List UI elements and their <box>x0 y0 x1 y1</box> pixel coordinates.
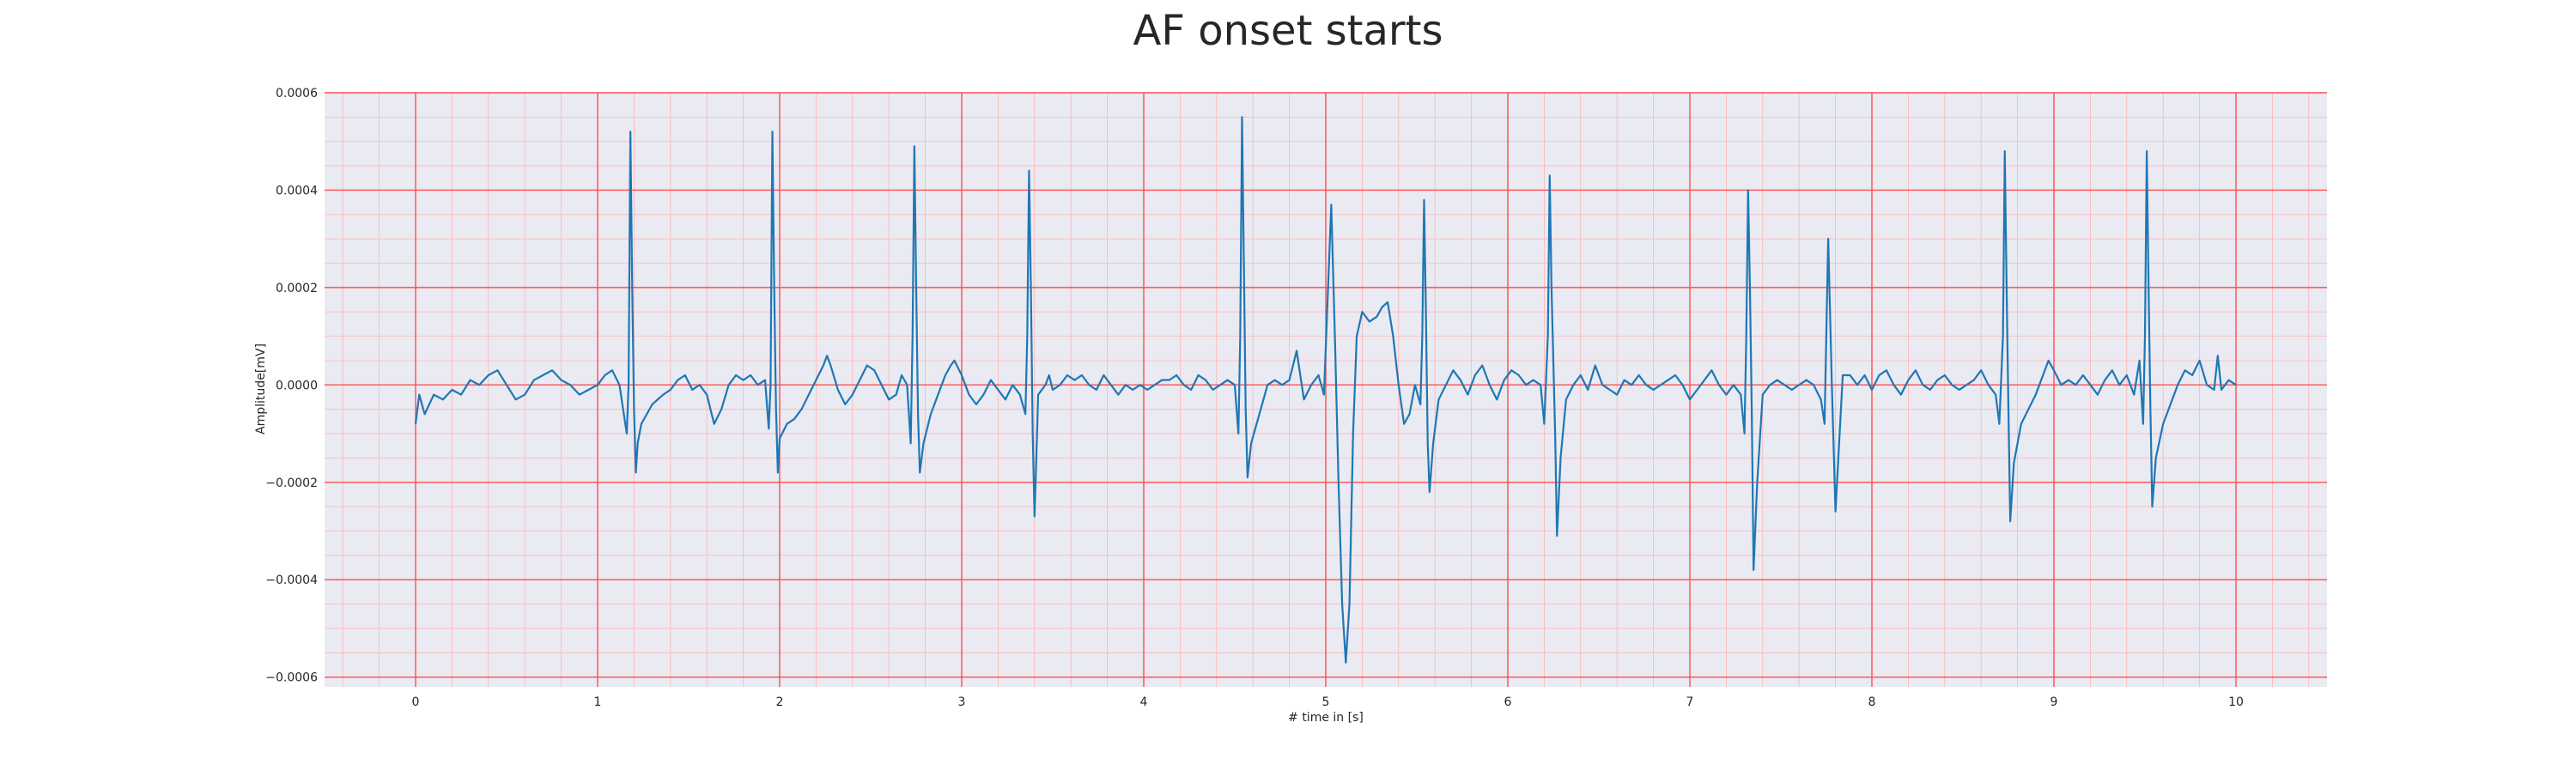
x-tick-label: 8 <box>1868 695 1876 709</box>
x-axis-label: # time in [s] <box>1288 711 1364 725</box>
x-tick-label: 4 <box>1140 695 1148 709</box>
x-tick-label: 9 <box>2050 695 2058 709</box>
x-tick-label: 6 <box>1504 695 1512 709</box>
chart-title: AF onset starts <box>1133 7 1443 55</box>
y-tick-label: −0.0002 <box>265 477 318 490</box>
y-tick-label: 0.0002 <box>276 282 318 295</box>
x-tick-label: 3 <box>958 695 966 709</box>
x-tick-label: 1 <box>594 695 602 709</box>
x-tick-label: 10 <box>2228 695 2244 709</box>
ecg-signal-line <box>414 116 2237 664</box>
y-tick-label: −0.0004 <box>265 574 318 587</box>
y-tick-label: 0.0000 <box>276 379 318 392</box>
x-tick-label: 2 <box>776 695 784 709</box>
x-tick-label: 7 <box>1686 695 1694 709</box>
y-tick-label: 0.0004 <box>276 184 318 197</box>
plot-area: 0 1 2 3 4 5 6 7 8 9 10 −0.0006 −0.0004 −0.0002 0.0000 0… <box>265 87 2327 709</box>
x-tick-label: 5 <box>1322 695 1330 709</box>
y-tick-label: 0.0006 <box>276 87 318 100</box>
y-axis-label: Amplitude[mV] <box>254 343 268 434</box>
x-tick-label: 0 <box>412 695 420 709</box>
y-tick-label: −0.0006 <box>265 671 318 685</box>
